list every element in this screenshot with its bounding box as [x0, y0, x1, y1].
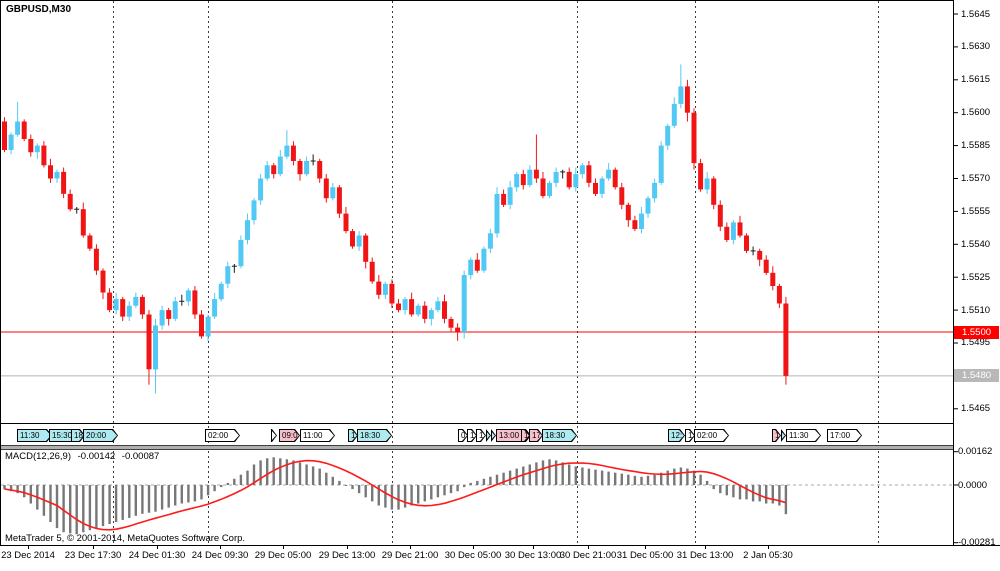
time-tag-text: 1 — [351, 431, 356, 440]
time-tag-text: 1 — [688, 431, 693, 440]
time-tag: 18:30 — [542, 429, 577, 442]
time-tag: 18:30 — [357, 429, 392, 442]
macd-indicator-label: MACD(12,26,9) -0.00142 -0.00087 — [5, 451, 163, 462]
macd-tick-label: 0.0000 — [958, 479, 988, 491]
time-axis-label: 31 Dec 13:00 — [676, 550, 734, 561]
time-tag-sliver — [781, 429, 786, 442]
price-tick-label: 1.5465 — [961, 403, 991, 415]
macd-tick-label: -0.00281 — [958, 537, 996, 549]
macd-indicator-name: MACD(12,26,9) — [5, 451, 71, 462]
price-tick-label: 1.5555 — [961, 205, 991, 217]
time-axis-label: 29 Dec 05:00 — [254, 550, 312, 561]
time-tag: 1 — [476, 429, 486, 442]
time-tag: 20:00 — [83, 429, 118, 442]
time-tag: 11:30 — [786, 429, 821, 442]
price-tick-label: 1.5645 — [961, 8, 991, 20]
price-tick-label: 1.5600 — [961, 107, 991, 119]
time-tag: 17 — [529, 429, 543, 442]
time-tag-text: 1 — [775, 431, 780, 440]
time-axis-label: 29 Dec 13:00 — [318, 550, 376, 561]
time-tag-text: 1 — [479, 431, 484, 440]
time-axis-label: 30 Dec 05:00 — [444, 550, 502, 561]
price-tick-label: 1.5585 — [961, 140, 991, 152]
time-tag: 18 — [71, 429, 85, 442]
price-line-label: 1.5480 — [954, 369, 999, 383]
time-tag-text: 11:30 — [787, 430, 820, 441]
time-axis-label: 30 Dec 13:00 — [504, 550, 562, 561]
time-tag: 0 — [458, 429, 468, 442]
time-tag-text: 1 — [470, 431, 475, 440]
macd-signal-value: -0.00087 — [121, 451, 160, 462]
price-tick-label: 1.5570 — [961, 172, 991, 184]
time-tag-text: 17:00 — [828, 430, 861, 441]
time-tag: 02:00 — [694, 429, 729, 442]
time-axis-label: 23 Dec 2014 — [1, 550, 55, 561]
price-tick-label: 1.5615 — [961, 74, 991, 86]
time-tag-text — [492, 430, 495, 441]
price-tick-label: 1.5510 — [961, 304, 991, 316]
time-tag: 11:00 — [300, 429, 335, 442]
time-tag-sliver — [491, 429, 496, 442]
price-tick-label: 1.5495 — [961, 337, 991, 349]
time-tag-text: 02:00 — [206, 430, 239, 441]
time-tag-text: 1 — [524, 431, 529, 440]
time-tag: 09:0 — [279, 429, 300, 442]
time-tag-text: 11:30 — [18, 430, 51, 441]
time-tag: 11:30 — [17, 429, 52, 442]
time-tag-text: 09:0 — [282, 431, 298, 440]
time-axis-label: 29 Dec 21:00 — [381, 550, 439, 561]
time-tag-text: 15:30 — [50, 430, 83, 441]
time-tag-text: 18:30 — [358, 430, 391, 441]
price-tick-label: 1.5630 — [961, 41, 991, 53]
time-tag: 1 — [521, 429, 530, 442]
symbol-timeframe-label: GBPUSD,M30 — [6, 4, 72, 15]
time-tag-text — [782, 430, 785, 441]
time-axis-label: 24 Dec 01:30 — [128, 550, 186, 561]
time-axis-label: 23 Dec 17:30 — [64, 550, 122, 561]
time-axis-label: 31 Dec 05:00 — [616, 550, 674, 561]
copyright-text: MetaTrader 5, © 2001-2014, MetaQuotes So… — [5, 533, 246, 544]
time-tag-text — [272, 430, 276, 441]
macd-tick-label: 0.00162 — [958, 446, 993, 458]
time-tag: 02:00 — [205, 429, 240, 442]
time-tag: 12: — [668, 429, 685, 442]
time-tag: 1 — [685, 429, 695, 442]
time-tag-text: 11:00 — [301, 430, 334, 441]
time-tag-text — [487, 430, 490, 441]
time-axis-label: 24 Dec 09:30 — [191, 550, 249, 561]
time-tag: 1 — [772, 429, 781, 442]
time-tag-text: 17 — [532, 431, 541, 440]
time-tag-text: 12: — [671, 431, 683, 440]
time-tag-sliver — [271, 429, 277, 442]
time-axis-label: 30 Dec 21:00 — [559, 550, 617, 561]
macd-main-value: -0.00142 — [77, 451, 116, 462]
time-tag-text: 13:00 — [497, 430, 530, 441]
time-tag: 1 — [467, 429, 477, 442]
time-axis-label: 2 Jan 05:30 — [743, 550, 793, 561]
time-tag-text: 0 — [461, 431, 466, 440]
time-tag-text: 20:00 — [84, 430, 117, 441]
price-tick-label: 1.5525 — [961, 271, 991, 283]
price-tick-label: 1.5540 — [961, 238, 991, 250]
time-tag: 17:00 — [827, 429, 862, 442]
time-tag-text: 18:30 — [543, 430, 576, 441]
time-tag-text: 18 — [74, 431, 83, 440]
price-line-label: 1.5500 — [954, 325, 999, 339]
time-tag-sliver — [486, 429, 491, 442]
time-tag-text: 02:00 — [695, 430, 728, 441]
time-tag: 1 — [348, 429, 358, 442]
